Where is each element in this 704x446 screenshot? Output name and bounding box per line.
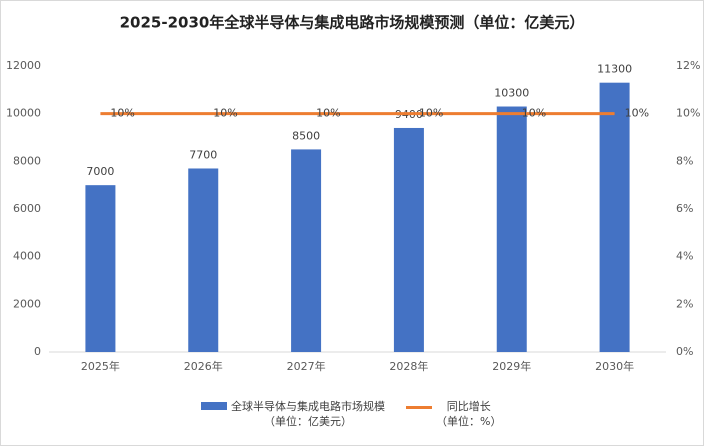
y2-tick-label: 4% [676, 250, 693, 263]
line-value-label: 10% [213, 107, 237, 120]
bar-value-label: 8500 [292, 129, 320, 142]
x-tick-label: 2025年 [81, 359, 120, 373]
bar [496, 106, 527, 353]
legend-swatch [406, 406, 432, 409]
line-value-label: 10% [419, 107, 443, 120]
bar-value-label: 10300 [494, 87, 529, 100]
line-value-label: 10% [110, 107, 134, 120]
legend-label: 全球半导体与集成电路市场规模 （单位：亿美元） [231, 400, 385, 428]
y2-tick-label: 12% [676, 59, 700, 72]
y-tick-label: 12000 [6, 59, 41, 72]
y2-tick-label: 0% [676, 345, 693, 358]
line-value-label: 10% [316, 107, 340, 120]
line-value-label: 10% [625, 107, 649, 120]
y2-tick-label: 2% [676, 297, 693, 310]
bar-value-label: 11300 [597, 63, 632, 76]
x-tick-label: 2030年 [595, 359, 634, 373]
y-tick-label: 0 [34, 345, 41, 358]
y2-tick-label: 8% [676, 154, 693, 167]
bar [291, 149, 322, 352]
bar-value-label: 7000 [86, 165, 114, 178]
x-tick-label: 2026年 [184, 359, 223, 373]
y2-tick-label: 10% [676, 107, 700, 120]
bar [85, 185, 116, 352]
legend-label: 同比增长 （单位：%） [436, 400, 502, 428]
chart-title: 2025-2030年全球半导体与集成电路市场规模预测（单位：亿美元） [120, 14, 585, 32]
y-tick-label: 4000 [13, 250, 41, 263]
legend-swatch [201, 402, 227, 410]
bar [188, 168, 219, 352]
x-tick-label: 2027年 [287, 359, 326, 373]
y-tick-label: 6000 [13, 202, 41, 215]
bar [599, 82, 630, 352]
y2-tick-label: 6% [676, 202, 693, 215]
x-tick-label: 2029年 [492, 359, 531, 373]
bar-value-label: 7700 [189, 148, 217, 161]
bar [393, 127, 424, 352]
y-tick-label: 2000 [13, 297, 41, 310]
y-tick-label: 8000 [13, 154, 41, 167]
y-tick-label: 10000 [6, 107, 41, 120]
line-value-label: 10% [522, 107, 546, 120]
x-tick-label: 2028年 [389, 359, 428, 373]
